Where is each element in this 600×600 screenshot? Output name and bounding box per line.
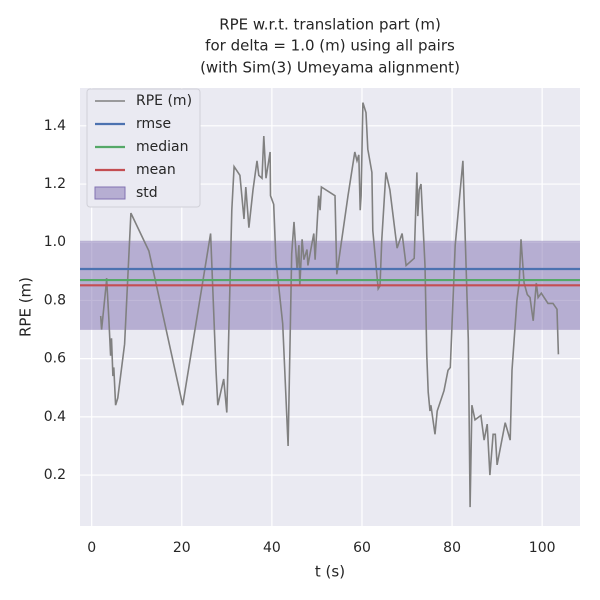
y-tick-label: 0.4 (44, 409, 66, 425)
legend: RPE (m) rmse median mean std (86, 88, 201, 208)
marks (80, 102, 580, 508)
y-tick-label: 0.8 (44, 292, 66, 308)
chart-title: (with Sim(3) Umeyama alignment) (200, 59, 460, 77)
chart-title: RPE w.r.t. translation part (m) (219, 16, 441, 34)
legend-box (86, 88, 201, 208)
legend-label: median (136, 139, 188, 155)
legend-label: mean (136, 162, 176, 178)
y-tick-label: 1.0 (44, 234, 66, 250)
x-tick-label: 40 (263, 540, 281, 556)
chart-title: for delta = 1.0 (m) using all pairs (205, 37, 455, 55)
x-tick-label: 20 (173, 540, 191, 556)
x-axis-label: t (s) (315, 563, 345, 581)
legend-label: std (136, 185, 158, 201)
y-tick-label: 0.6 (44, 351, 66, 367)
y-tick-label: 0.2 (44, 467, 66, 483)
x-tick-label: 80 (443, 540, 461, 556)
legend-label: RPE (m) (136, 93, 192, 109)
legend-swatch (94, 186, 126, 200)
legend-label: rmse (136, 116, 171, 132)
x-tick-label: 60 (353, 540, 371, 556)
y-tick-label: 1.4 (44, 118, 66, 134)
x-tick-label: 100 (529, 540, 556, 556)
y-tick-label: 1.2 (44, 176, 66, 192)
y-axis-label: RPE (m) (17, 277, 35, 337)
data-line (99, 102, 560, 508)
x-tick-label: 0 (87, 540, 96, 556)
